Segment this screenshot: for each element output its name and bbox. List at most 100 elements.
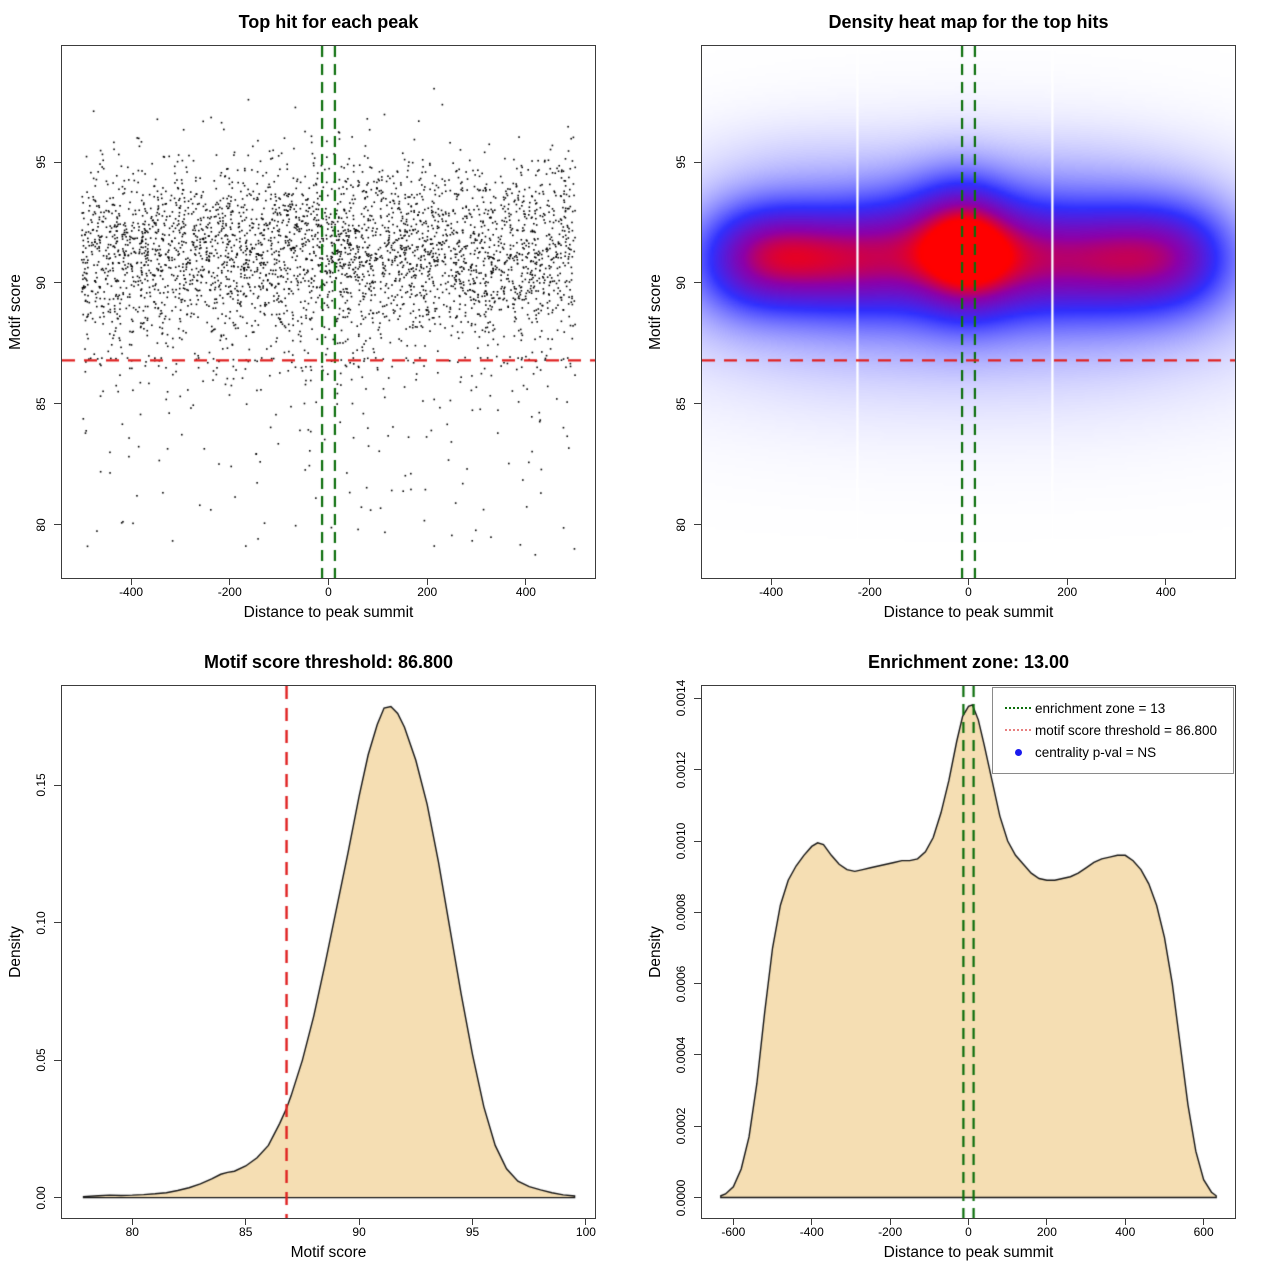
- y-tick-mark: [54, 161, 61, 163]
- density-canvas: [62, 686, 595, 1218]
- legend-item-enrichment-zone: enrichment zone = 13: [1001, 697, 1223, 719]
- y-axis-label: Density: [647, 926, 664, 978]
- red-dotted-line-sample: [1005, 729, 1031, 731]
- x-tick-mark: [131, 1218, 133, 1225]
- y-tick-label: 95: [674, 155, 688, 169]
- legend-sample-wrap: [1001, 707, 1035, 709]
- x-tick-mark: [889, 1218, 891, 1225]
- y-tick-label: 95: [34, 155, 48, 169]
- chart-title: Density heat map for the top hits: [828, 12, 1109, 32]
- y-tick-label: 0.0014: [674, 680, 688, 717]
- y-tick-mark: [54, 282, 61, 284]
- x-tick-label: 0: [965, 1225, 972, 1239]
- x-tick-mark: [585, 1218, 587, 1225]
- x-axis-label: Motif score: [290, 1244, 367, 1261]
- y-tick-label: 85: [34, 397, 48, 411]
- legend-item-motif-threshold: motif score threshold = 86.800: [1001, 719, 1223, 741]
- y-tick-mark: [54, 1197, 61, 1199]
- green-dotted-line-sample: [1005, 707, 1031, 709]
- x-tick-mark: [130, 578, 132, 585]
- y-axis-label: Motif score: [7, 274, 24, 350]
- x-tick-mark: [472, 1218, 474, 1225]
- x-tick-label: 85: [239, 1225, 253, 1239]
- y-tick-mark: [54, 784, 61, 786]
- panel-top-hit-scatter: Top hit for each peak Motif score Distan…: [0, 0, 640, 640]
- y-tick-label: 80: [674, 518, 688, 532]
- x-tick-mark: [229, 578, 231, 585]
- x-tick-mark: [770, 578, 772, 585]
- y-tick-mark: [694, 403, 701, 405]
- x-tick-mark: [732, 1218, 734, 1225]
- heatmap-canvas: [702, 46, 1235, 578]
- plot-area: [701, 685, 1236, 1219]
- legend: enrichment zone = 13 motif score thresho…: [992, 687, 1234, 774]
- x-tick-mark: [245, 1218, 247, 1225]
- legend-label: motif score threshold = 86.800: [1035, 722, 1217, 738]
- y-tick-mark: [694, 524, 701, 526]
- y-tick-mark: [694, 1054, 701, 1056]
- y-tick-mark: [694, 840, 701, 842]
- x-tick-label: -200: [857, 585, 882, 599]
- y-tick-label: 0.0004: [674, 1036, 688, 1074]
- panel-motif-score-density: Motif score threshold: 86.800 Density Mo…: [0, 640, 640, 1280]
- y-tick-label: 85: [674, 397, 688, 411]
- blue-dot-sample: [1014, 748, 1022, 756]
- chart-title: Enrichment zone: 13.00: [867, 652, 1070, 672]
- x-tick-label: -600: [721, 1225, 746, 1239]
- x-tick-label: -200: [217, 585, 242, 599]
- x-tick-label: 200: [1057, 585, 1078, 599]
- scatter-canvas: [62, 46, 595, 578]
- panel-distance-density: Enrichment zone: 13.00 Density Distance …: [640, 640, 1280, 1280]
- x-tick-label: 95: [465, 1225, 480, 1239]
- x-tick-label: -400: [799, 1225, 824, 1239]
- y-tick-mark: [694, 697, 701, 699]
- chart-title: Top hit for each peak: [238, 12, 419, 32]
- x-tick-mark: [1165, 578, 1167, 585]
- plot-area: [61, 45, 596, 579]
- plot-area: [61, 685, 596, 1219]
- legend-label: centrality p-val = NS: [1035, 744, 1157, 760]
- chart-title: Motif score threshold: 86.800: [203, 652, 454, 672]
- x-tick-mark: [1203, 1218, 1205, 1225]
- x-tick-mark: [968, 578, 969, 585]
- x-tick-label: 400: [515, 585, 536, 599]
- y-tick-label: 0.00: [34, 1185, 48, 1210]
- y-tick-mark: [694, 769, 701, 771]
- y-tick-mark: [694, 911, 701, 913]
- y-tick-label: 0.0006: [674, 965, 688, 1002]
- y-tick-label: 90: [674, 276, 688, 290]
- y-tick-label: 0.0010: [674, 822, 688, 860]
- y-axis-label: Motif score: [647, 274, 664, 350]
- x-axis-label: Distance to peak summit: [243, 604, 414, 621]
- x-tick-mark: [869, 578, 871, 585]
- x-tick-mark: [1124, 1218, 1126, 1225]
- x-tick-label: 400: [1115, 1225, 1136, 1239]
- x-tick-label: -200: [878, 1225, 903, 1239]
- y-tick-label: 0.05: [34, 1048, 48, 1072]
- y-tick-mark: [54, 403, 61, 405]
- x-tick-label: 100: [575, 1225, 596, 1239]
- y-tick-label: 0.0012: [674, 751, 688, 789]
- y-tick-mark: [694, 1125, 701, 1127]
- y-tick-mark: [54, 922, 61, 924]
- y-tick-mark: [54, 1059, 61, 1061]
- x-tick-label: 80: [125, 1225, 139, 1239]
- y-tick-mark: [694, 161, 701, 163]
- panel-density-heatmap: Density heat map for the top hits Motif …: [640, 0, 1280, 640]
- legend-label: enrichment zone = 13: [1035, 700, 1166, 716]
- x-tick-mark: [328, 578, 329, 585]
- y-tick-label: 0.0000: [674, 1179, 688, 1216]
- x-tick-label: 0: [965, 585, 972, 599]
- y-tick-mark: [54, 524, 61, 526]
- x-tick-label: -400: [759, 585, 784, 599]
- x-tick-mark: [1046, 1218, 1048, 1225]
- x-tick-label: 0: [325, 585, 332, 599]
- legend-sample-wrap: [1001, 729, 1035, 731]
- x-tick-mark: [358, 1218, 360, 1225]
- plot-area: [701, 45, 1236, 579]
- y-tick-label: 0.0002: [674, 1107, 688, 1145]
- y-tick-label: 80: [34, 518, 48, 532]
- y-tick-label: 0.0008: [674, 894, 688, 931]
- x-axis-label: Distance to peak summit: [883, 1244, 1054, 1261]
